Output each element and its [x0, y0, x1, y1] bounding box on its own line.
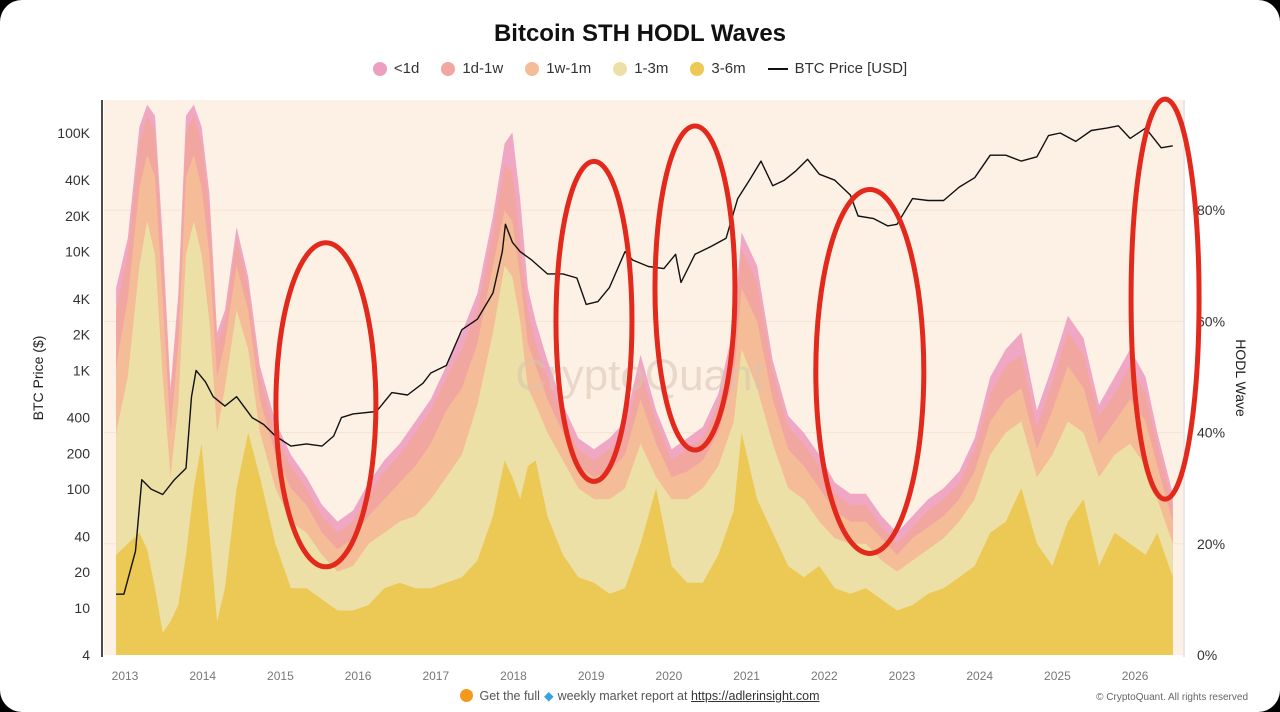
x-tick-label: 2016 [345, 669, 372, 683]
x-tick-label: 2025 [1044, 669, 1071, 683]
x-tick-label: 2026 [1122, 669, 1149, 683]
legend-swatch-1m3m [613, 61, 628, 76]
footer-banner[interactable]: Get the full ◆ weekly market report at htt… [0, 688, 1280, 703]
legend-item-1w1m[interactable]: 1w-1m [525, 60, 591, 77]
x-tick-label: 2022 [811, 669, 838, 683]
y-right-tick-label: 60% [1197, 313, 1225, 329]
legend-swatch-lt1d [372, 61, 387, 76]
x-tick-label: 2024 [966, 669, 993, 683]
y-left-tick-label: 4 [82, 647, 90, 663]
area-36m [116, 432, 1173, 655]
y-left-tick-label: 20 [74, 564, 90, 580]
x-tick-label: 2021 [733, 669, 760, 683]
y-left-tick-label: 1K [73, 362, 91, 378]
legend-swatch-3m6m [690, 61, 705, 76]
y-left-tick-label: 20K [65, 208, 91, 224]
x-tick-label: 2014 [189, 669, 216, 683]
copyright: © CryptoQuant. All rights reserved [1096, 692, 1248, 703]
legend-label: 1-3m [634, 60, 669, 77]
area-1w1m [116, 154, 1173, 655]
area-13m [116, 221, 1173, 656]
annotation-ellipse [553, 158, 635, 484]
annotation-ellipse [813, 186, 927, 556]
legend-swatch-btc-price [767, 67, 788, 70]
y-right-axis-title: HODL Wave [1233, 339, 1249, 417]
coin-icon [460, 689, 474, 702]
legend-label: 1d-1w [462, 60, 504, 77]
y-right-tick-label: 0% [1197, 647, 1217, 663]
legend-label: 1w-1m [546, 60, 592, 77]
y-right-tick-label: 40% [1197, 425, 1225, 441]
legend-item-lt1d[interactable]: <1d [372, 60, 420, 77]
legend-label: 3-6m [711, 60, 746, 77]
legend-item-1m3m[interactable]: 1-3m [613, 60, 668, 77]
y-left-axis-title: BTC Price ($) [30, 336, 46, 421]
y-left-tick-label: 200 [67, 445, 91, 461]
y-right-tick-label: 20% [1197, 536, 1225, 552]
y-left-tick-label: 4K [73, 291, 91, 307]
annotation-ellipse [652, 123, 738, 453]
legend-swatch-1d1w [441, 61, 456, 76]
y-left-tick-label: 10K [65, 244, 91, 260]
y-right-tick-label: 80% [1197, 202, 1225, 218]
x-tick-label: 2013 [112, 669, 139, 683]
legend-item-3m6m[interactable]: 3-6m [690, 60, 746, 77]
y-left-tick-label: 100 [67, 481, 91, 497]
y-left-tick-label: 40K [65, 172, 91, 188]
legend: <1d 1d-1w 1w-1m 1-3m 3-6m BTC Price [USD… [0, 60, 1280, 77]
y-left-tick-label: 400 [67, 410, 91, 426]
chart-title: Bitcoin STH HODL Waves [493, 20, 787, 47]
footer-text: Get the full [479, 689, 540, 703]
legend-item-btc-price[interactable]: BTC Price [USD] [767, 60, 908, 77]
legend-label: BTC Price [USD] [794, 60, 908, 77]
annotation-ellipse [273, 240, 379, 570]
x-tick-label: 2018 [500, 669, 527, 683]
footer-text-2: weekly market report at [557, 689, 688, 703]
y-left-tick-label: 100K [57, 125, 90, 141]
annotation-ellipse [1128, 96, 1202, 502]
x-tick-label: 2019 [578, 669, 605, 683]
diamond-icon: ◆ [543, 689, 554, 703]
btc-price-line [116, 125, 1173, 595]
x-tick-label: 2020 [656, 669, 683, 683]
x-tick-label: 2017 [422, 669, 449, 683]
y-left-tick-label: 40 [74, 528, 90, 544]
x-tick-label: 2015 [267, 669, 294, 683]
legend-swatch-1w1m [525, 61, 540, 76]
footer-link[interactable]: https://adlerinsight.com [690, 689, 820, 703]
x-tick-label: 2023 [889, 669, 916, 683]
y-left-tick-label: 2K [73, 327, 91, 343]
legend-label: <1d [393, 60, 420, 77]
legend-item-1d1w[interactable]: 1d-1w [441, 60, 503, 77]
y-left-tick-label: 10 [74, 600, 90, 616]
